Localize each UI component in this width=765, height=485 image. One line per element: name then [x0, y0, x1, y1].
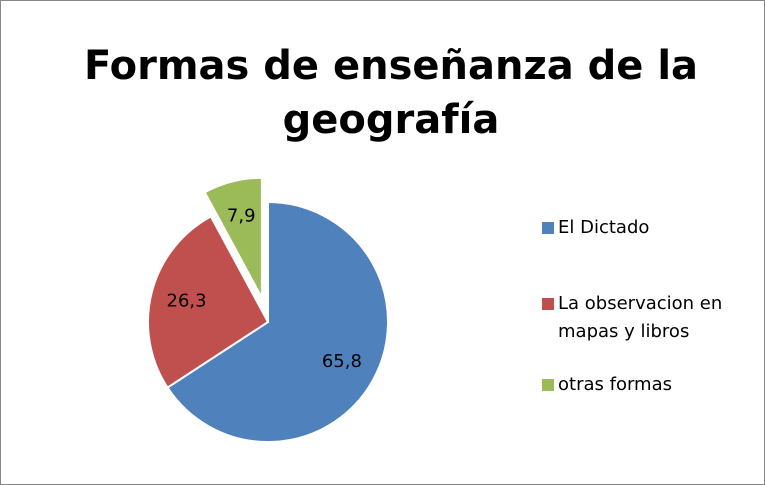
legend-swatch	[542, 379, 554, 391]
pie-slice	[147, 215, 270, 389]
legend-swatch	[542, 298, 554, 310]
legend-swatch	[542, 222, 554, 234]
legend-entry: otras formas	[542, 371, 742, 399]
legend-label: La observacion en mapas y libros	[558, 293, 723, 342]
pie-slice	[203, 176, 263, 299]
legend-label: otras formas	[558, 374, 672, 395]
data-label: 26,3	[167, 290, 207, 311]
data-label: 7,9	[227, 205, 256, 226]
legend-label: El Dictado	[558, 217, 650, 238]
legend-entry: La observacion en mapas y libros	[542, 290, 742, 346]
data-label: 65,8	[322, 351, 362, 372]
pie-slice	[166, 200, 389, 443]
chart-title: Formas de enseñanza de la geografía	[83, 43, 699, 143]
legend-entry: El Dictado	[542, 214, 742, 242]
